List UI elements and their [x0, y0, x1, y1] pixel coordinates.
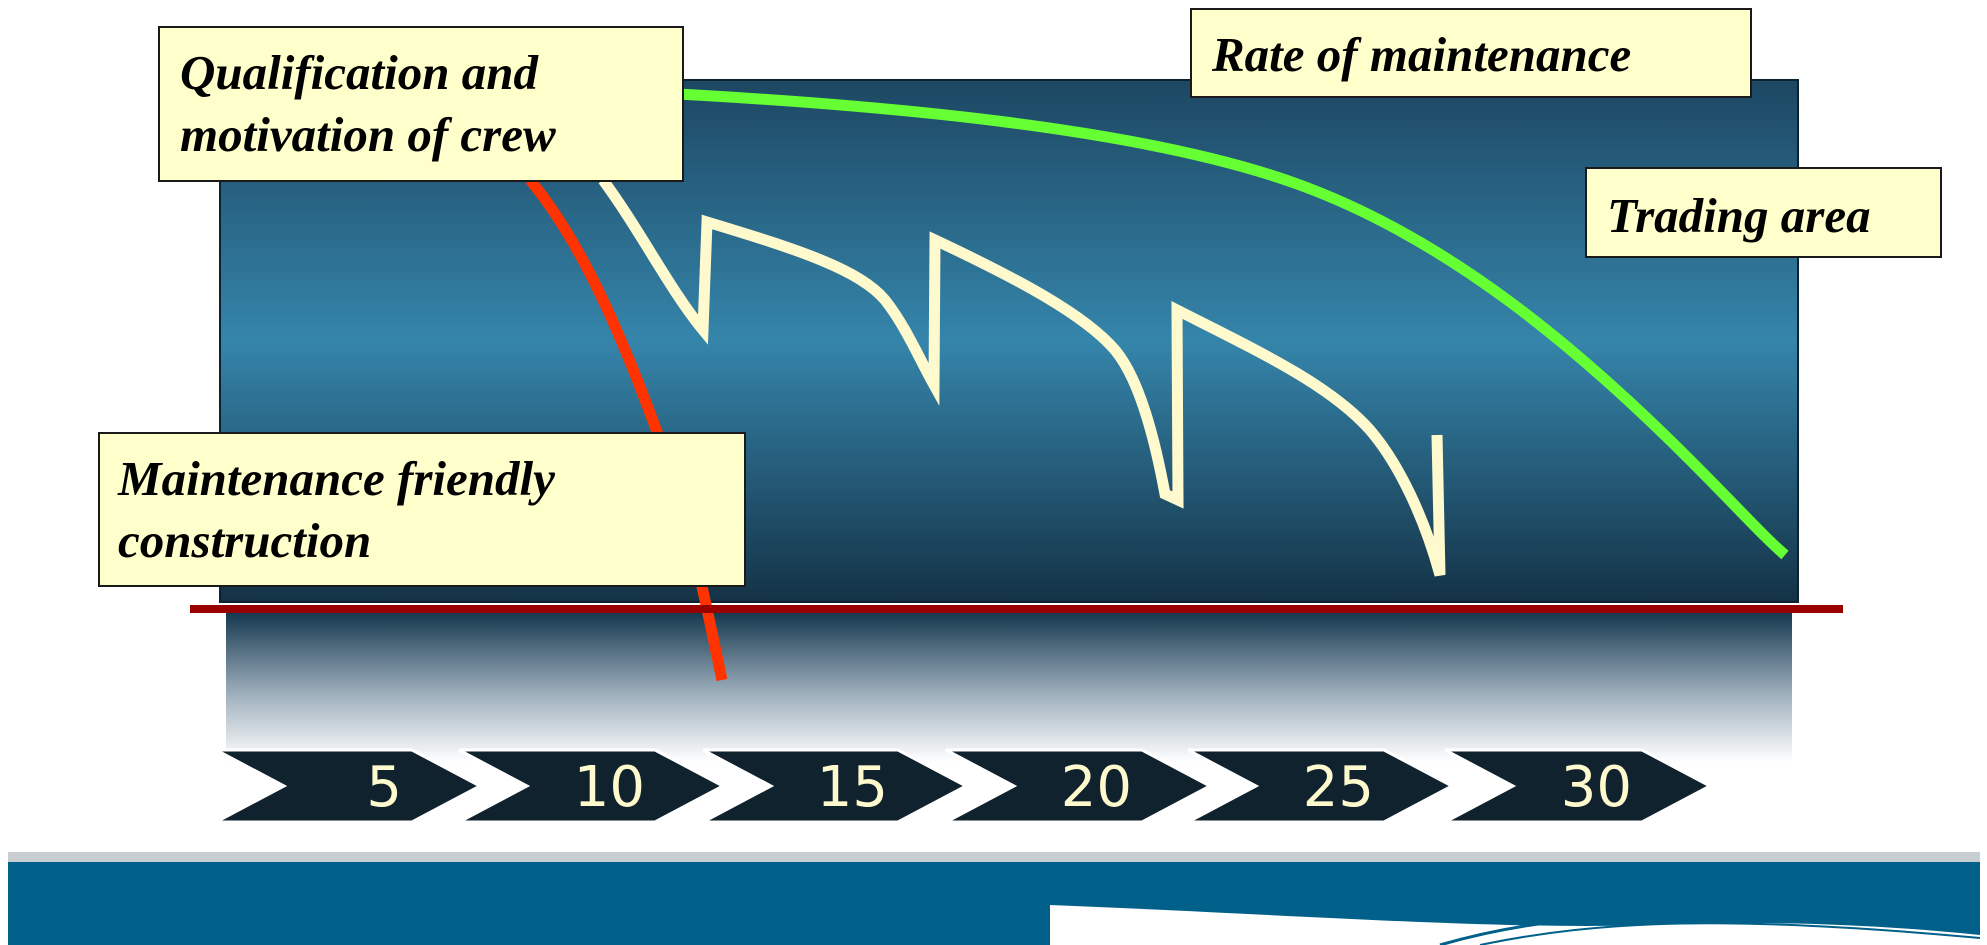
timeline-tick-label: 15 [817, 755, 888, 820]
label-crew: Qualification and motivation of crew [158, 26, 684, 182]
label-trading-text: Trading area [1607, 188, 1871, 243]
timeline-tick-label: 5 [366, 755, 402, 820]
label-crew-line: motivation of crew [180, 107, 556, 162]
timeline-tick-label: 30 [1561, 755, 1632, 820]
footer-wave [1050, 905, 1980, 945]
footer-band-highlight [8, 852, 1980, 862]
label-rate-text: Rate of maintenance [1212, 27, 1632, 82]
timeline-chevron [458, 748, 727, 824]
timeline: 5 10 15 20 25 30 [215, 748, 1714, 824]
label-crew-line: Qualification and [180, 45, 539, 100]
timeline-chevron [702, 748, 970, 824]
timeline-chevron [1187, 748, 1456, 824]
label-rate-of-maintenance: Rate of maintenance [1190, 8, 1752, 98]
label-construction: Maintenance friendly construction [98, 432, 746, 587]
green-curve [639, 86, 1789, 560]
cream-sawtooth-curve [598, 176, 1446, 577]
timeline-tick-label: 10 [574, 755, 645, 820]
timeline-tick-label: 20 [1061, 755, 1132, 820]
footer-wave-line [1439, 912, 1981, 945]
label-construction-line: construction [118, 513, 372, 568]
label-trading-area: Trading area [1585, 167, 1942, 258]
timeline-chevron [1444, 748, 1714, 824]
label-construction-line: Maintenance friendly [118, 451, 555, 506]
footer-wave-line [1479, 922, 1981, 945]
timeline-tick-label: 25 [1303, 755, 1374, 820]
timeline-chevron [215, 748, 484, 824]
timeline-chevron [945, 748, 1214, 824]
panel-reflection [226, 612, 1792, 762]
